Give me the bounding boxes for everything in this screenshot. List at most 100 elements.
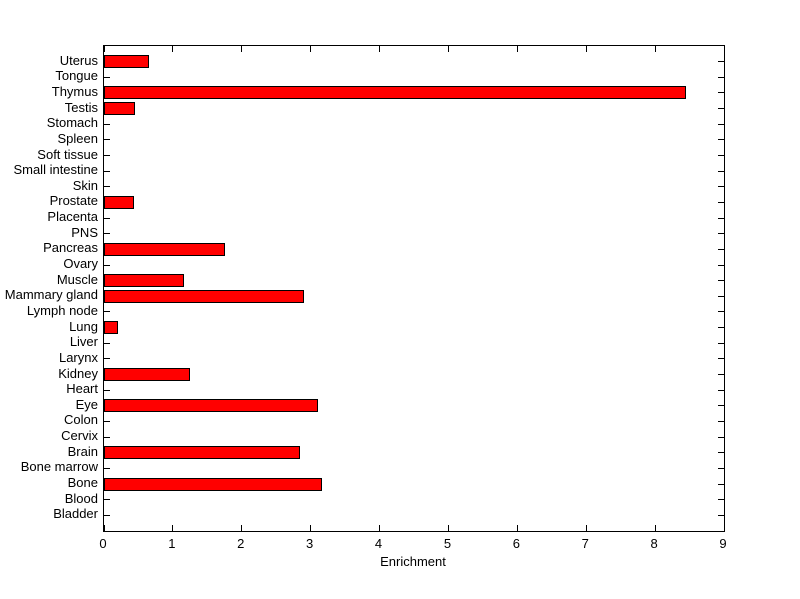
y-axis-tick-right [718, 483, 724, 485]
bar-eye [104, 399, 318, 413]
y-tick-label: Kidney [58, 365, 98, 381]
y-axis-tick-left [104, 358, 110, 360]
bar-pancreas [104, 242, 226, 256]
x-tick-label: 9 [719, 536, 727, 551]
y-axis-labels: Uterus Tongue Thymus Testis Stomach Spleen Sof… [0, 0, 98, 599]
bar-thymus [104, 86, 687, 100]
x-axis-tick-bottom [103, 525, 105, 531]
y-axis-tick-left [104, 123, 110, 125]
y-axis-tick-right [718, 233, 724, 235]
x-axis-tick-top [585, 46, 587, 52]
y-axis-tick-right [718, 295, 724, 297]
x-axis-title: Enrichment [380, 554, 446, 569]
y-axis-tick-left [104, 499, 110, 501]
y-tick-label: Muscle [56, 271, 98, 287]
x-tick-label: 6 [512, 536, 520, 551]
y-axis-tick-right [718, 186, 724, 188]
x-axis-tick-bottom [310, 525, 312, 531]
y-axis-tick-right [718, 76, 724, 78]
y-axis-tick-left [104, 186, 110, 188]
x-tick-label: 0 [99, 536, 107, 551]
y-axis-tick-right [718, 280, 724, 282]
y-axis-tick-right [718, 467, 724, 469]
y-axis-tick-right [718, 358, 724, 360]
y-axis-tick-left [104, 342, 110, 344]
x-axis-tick-top [447, 46, 449, 52]
y-tick-label: Stomach [46, 115, 98, 131]
y-tick-label: Pancreas [43, 240, 98, 256]
x-tick-label: 7 [581, 536, 589, 551]
y-axis-tick-right [718, 389, 724, 391]
y-tick-label: Soft tissue [37, 146, 98, 162]
y-axis-tick-right [718, 420, 724, 422]
y-axis-tick-left [104, 467, 110, 469]
x-axis-tick-bottom [516, 525, 518, 531]
y-tick-label: Colon [64, 412, 98, 428]
y-tick-label: Brain [67, 443, 98, 459]
y-axis-tick-left [104, 311, 110, 313]
x-tick-label: 8 [650, 536, 658, 551]
x-axis-tick-labels: 0 1 2 3 4 5 6 7 8 9 [0, 536, 800, 552]
x-axis-tick-bottom [585, 525, 587, 531]
x-axis-tick-top [379, 46, 381, 52]
bar-uterus [104, 55, 149, 69]
bar-muscle [104, 274, 184, 288]
y-axis-tick-right [718, 248, 724, 250]
bar-lung [104, 321, 119, 335]
y-axis-tick-left [104, 139, 110, 141]
x-axis-tick-top [241, 46, 243, 52]
y-axis-tick-left [104, 217, 110, 219]
x-axis-tick-bottom [723, 525, 725, 531]
y-tick-label: PNS [71, 224, 98, 240]
y-tick-label: Spleen [57, 130, 98, 146]
y-tick-label: Heart [66, 381, 98, 397]
y-axis-tick-right [718, 170, 724, 172]
bar-bone [104, 477, 323, 491]
y-axis-tick-right [718, 61, 724, 63]
y-axis-tick-left [104, 514, 110, 516]
y-axis-tick-left [104, 155, 110, 157]
y-axis-tick-right [718, 342, 724, 344]
y-axis-tick-left [104, 233, 110, 235]
y-tick-label: Larynx [58, 349, 98, 365]
y-tick-label: Bone marrow [20, 459, 98, 475]
x-tick-label: 3 [306, 536, 314, 551]
y-tick-label: Uterus [59, 52, 98, 68]
y-tick-label: Tongue [55, 68, 98, 84]
y-tick-label: Cervix [61, 428, 98, 444]
y-axis-tick-right [718, 436, 724, 438]
y-axis-tick-left [104, 264, 110, 266]
y-tick-label: Ovary [63, 256, 98, 272]
plot-area [103, 45, 725, 532]
y-axis-tick-right [718, 123, 724, 125]
y-axis-tick-right [718, 201, 724, 203]
x-axis-tick-top [310, 46, 312, 52]
x-axis-tick-bottom [241, 525, 243, 531]
x-axis-tick-bottom [379, 525, 381, 531]
x-axis-tick-bottom [654, 525, 656, 531]
x-axis-tick-top [103, 46, 105, 52]
x-axis-tick-top [723, 46, 725, 52]
x-tick-label: 1 [168, 536, 176, 551]
y-tick-label: Mammary gland [4, 287, 98, 303]
x-axis-tick-bottom [172, 525, 174, 531]
y-axis-tick-right [718, 405, 724, 407]
y-tick-label: Small intestine [13, 162, 98, 178]
y-tick-label: Bladder [53, 506, 98, 522]
y-tick-label: Lung [69, 318, 98, 334]
x-tick-label: 5 [443, 536, 452, 551]
y-axis-tick-left [104, 76, 110, 78]
y-axis-tick-right [718, 217, 724, 219]
y-tick-label: Skin [72, 177, 98, 193]
y-axis-tick-right [718, 327, 724, 329]
y-axis-tick-left [104, 436, 110, 438]
y-tick-label: Eye [75, 396, 98, 412]
y-tick-label: Bone [67, 475, 98, 491]
x-axis-tick-top [172, 46, 174, 52]
y-axis-tick-right [718, 155, 724, 157]
y-tick-label: Lymph node [26, 302, 98, 318]
bar-mammary-gland [104, 289, 304, 303]
y-tick-label: Prostate [49, 193, 98, 209]
y-axis-tick-left [104, 420, 110, 422]
